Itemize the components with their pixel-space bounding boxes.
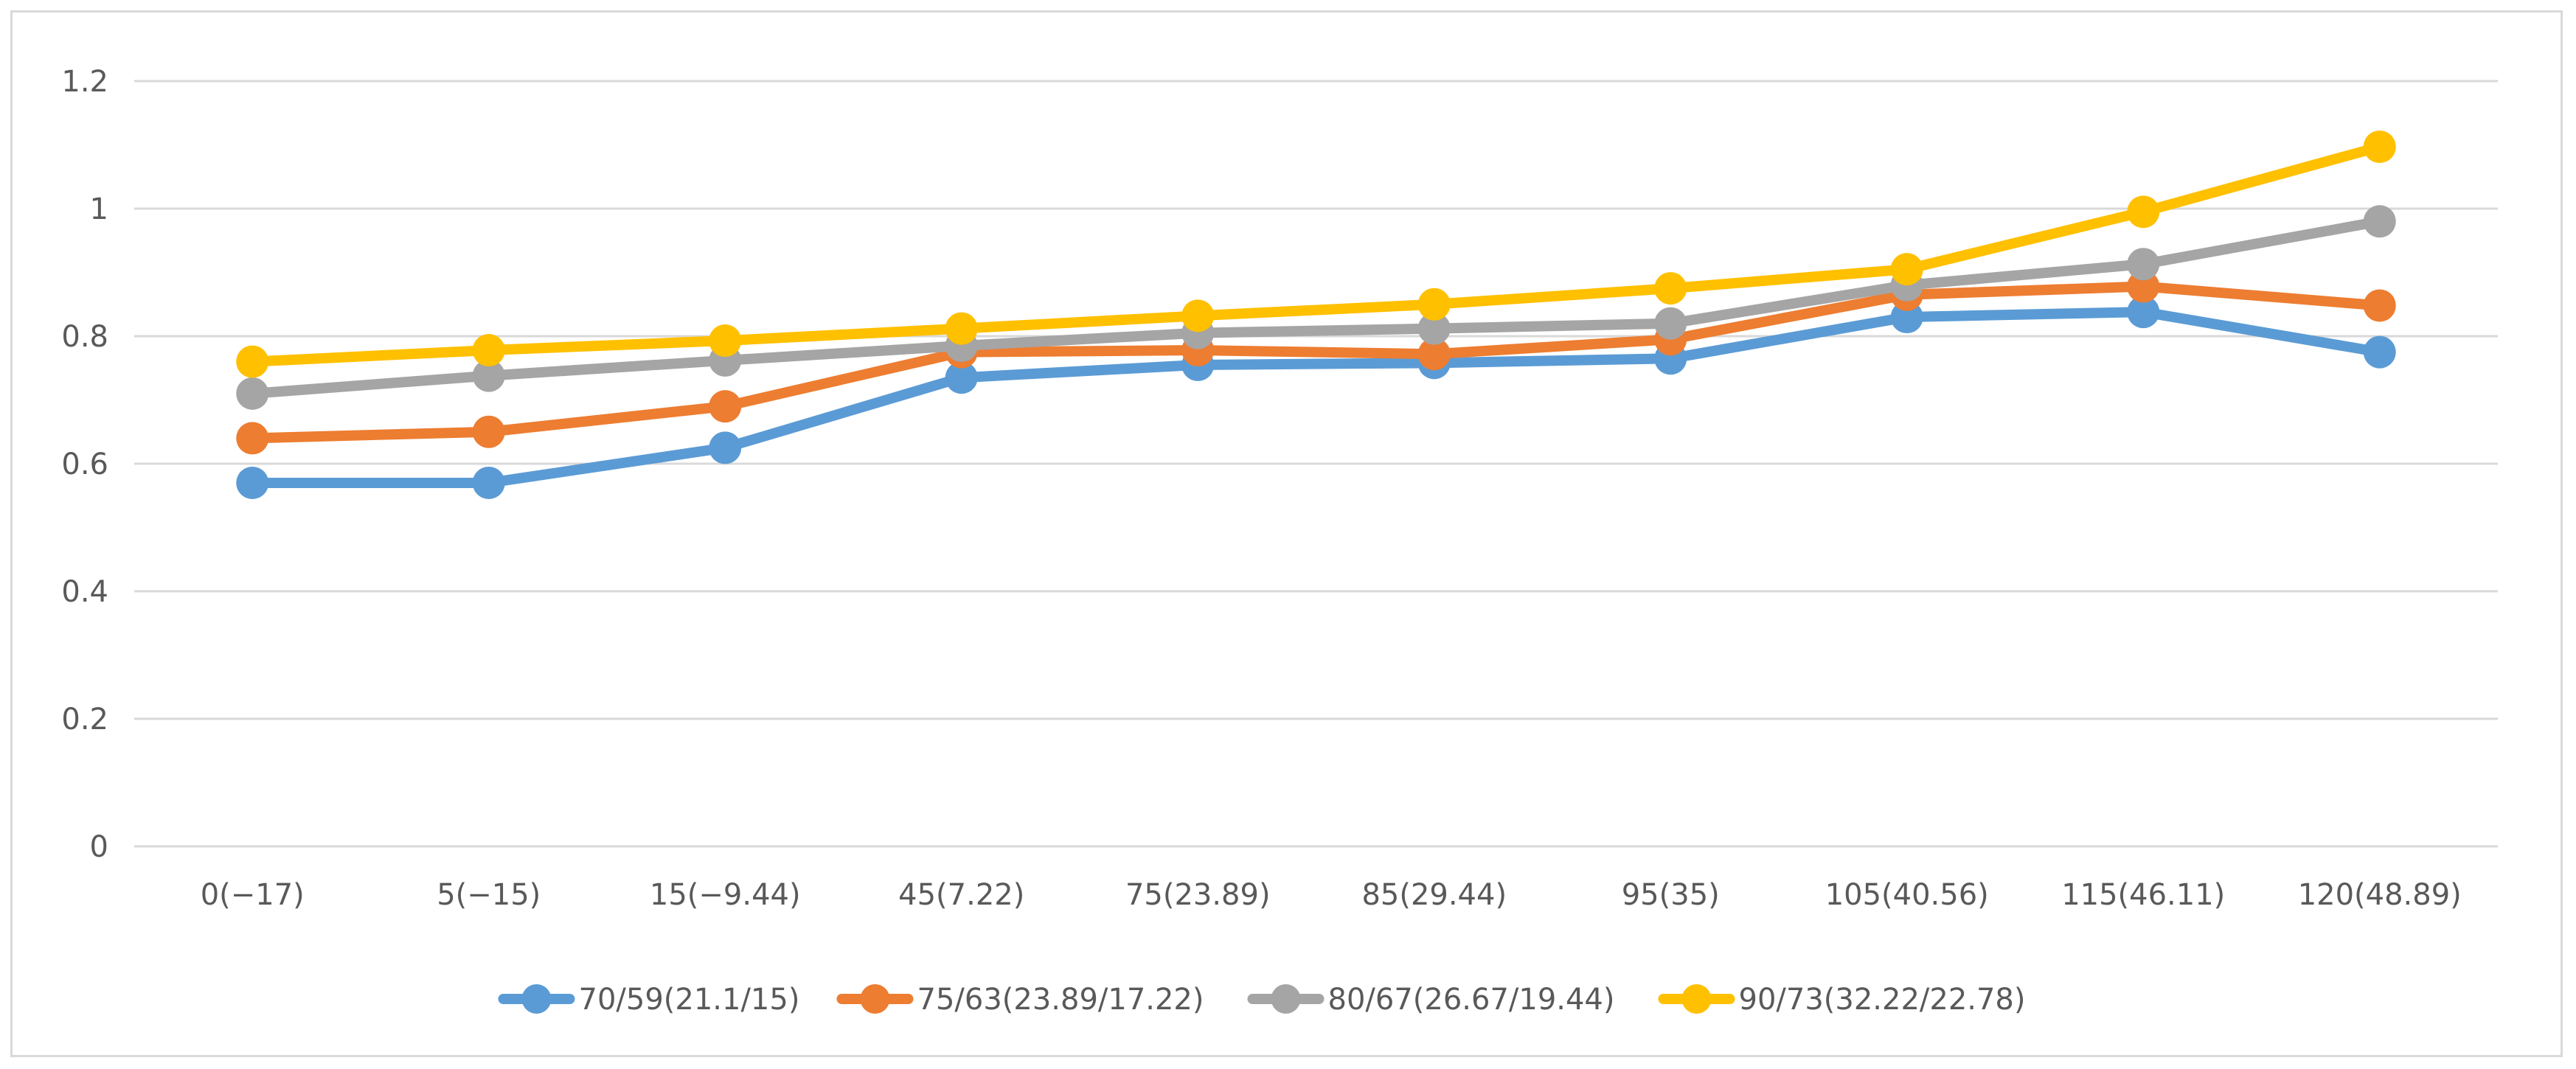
x-tick-label: 115(46.11)	[2061, 878, 2225, 912]
data-point	[2127, 296, 2160, 329]
data-point	[1417, 338, 1451, 371]
data-point	[2127, 270, 2160, 303]
data-point	[2363, 335, 2396, 369]
line-chart: 0 0.2 0.4 0.6 0.8 1 1.2 0(−17) 5(−15) 15(−9.44) 4…	[61, 65, 2498, 1017]
x-tick-label: 15(−9.44)	[650, 878, 801, 912]
data-point	[2363, 130, 2396, 164]
legend-item: 90/73(32.22/22.78)	[1658, 983, 2026, 1017]
data-point	[2363, 205, 2396, 238]
chart-frame: 0 0.2 0.4 0.6 0.8 1 1.2 0(−17) 5(−15) 15(−9.44) 4…	[10, 10, 2563, 1057]
data-point	[2127, 195, 2160, 229]
data-point	[236, 377, 269, 410]
data-point	[1417, 288, 1451, 321]
legend-swatch-marker	[1681, 984, 1712, 1014]
data-point	[945, 312, 978, 345]
series-line	[247, 307, 2385, 488]
data-point	[2363, 289, 2396, 322]
data-point	[472, 334, 505, 367]
data-point	[1181, 299, 1215, 332]
legend-swatch-marker	[1271, 984, 1301, 1014]
x-tick-label: 95(35)	[1622, 878, 1720, 912]
y-tick-label: 0.6	[61, 448, 108, 481]
x-tick-label: 75(23.89)	[1125, 878, 1271, 912]
legend-label: 70/59(21.1/15)	[579, 983, 800, 1017]
data-point	[472, 415, 505, 448]
data-point	[709, 390, 742, 423]
data-point	[472, 359, 505, 392]
y-tick-label: 0	[90, 830, 108, 864]
legend-item: 75/63(23.89/17.22)	[836, 983, 1204, 1017]
x-axis-ticks: 0(−17) 5(−15) 15(−9.44) 45(7.22) 75(23.89) 85…	[201, 878, 2462, 912]
data-point	[1890, 301, 1923, 334]
x-tick-label: 105(40.56)	[1825, 878, 1989, 912]
x-tick-label: 120(48.89)	[2298, 878, 2462, 912]
data-point	[945, 361, 978, 394]
series-line	[247, 281, 2385, 444]
legend-item: 70/59(21.1/15)	[498, 983, 800, 1017]
legend: 70/59(21.1/15) 75/63(23.89/17.22) 80/67(26…	[498, 983, 2026, 1017]
data-point	[709, 431, 742, 464]
x-tick-label: 0(−17)	[201, 878, 305, 912]
y-tick-label: 0.8	[61, 320, 108, 354]
data-point	[1654, 272, 1687, 305]
y-tick-label: 0.4	[61, 575, 108, 609]
x-tick-label: 5(−15)	[437, 878, 541, 912]
y-axis-ticks: 0 0.2 0.4 0.6 0.8 1 1.2	[61, 65, 108, 864]
y-tick-label: 1	[90, 192, 108, 226]
series-line	[247, 142, 2385, 367]
data-point	[1890, 253, 1923, 286]
y-tick-label: 1.2	[61, 65, 108, 99]
data-point	[236, 422, 269, 455]
y-tick-label: 0.2	[61, 703, 108, 737]
data-point	[472, 466, 505, 499]
legend-swatch-marker	[521, 984, 552, 1014]
series-1	[236, 296, 2396, 499]
legend-item: 80/67(26.67/19.44)	[1247, 983, 1615, 1017]
data-point	[2127, 248, 2160, 281]
x-tick-label: 85(29.44)	[1361, 878, 1507, 912]
data-point	[236, 345, 269, 378]
series-4	[236, 130, 2396, 378]
gridlines	[134, 80, 2498, 848]
series-lines	[236, 130, 2396, 499]
legend-swatch-marker	[860, 984, 890, 1014]
series-line	[247, 216, 2385, 399]
data-point	[1417, 312, 1451, 345]
data-point	[709, 324, 742, 358]
legend-label: 80/67(26.67/19.44)	[1328, 983, 1615, 1017]
legend-label: 90/73(32.22/22.78)	[1739, 983, 2026, 1017]
x-tick-label: 45(7.22)	[898, 878, 1024, 912]
data-point	[236, 466, 269, 499]
data-point	[1654, 307, 1687, 340]
legend-label: 75/63(23.89/17.22)	[917, 983, 1204, 1017]
